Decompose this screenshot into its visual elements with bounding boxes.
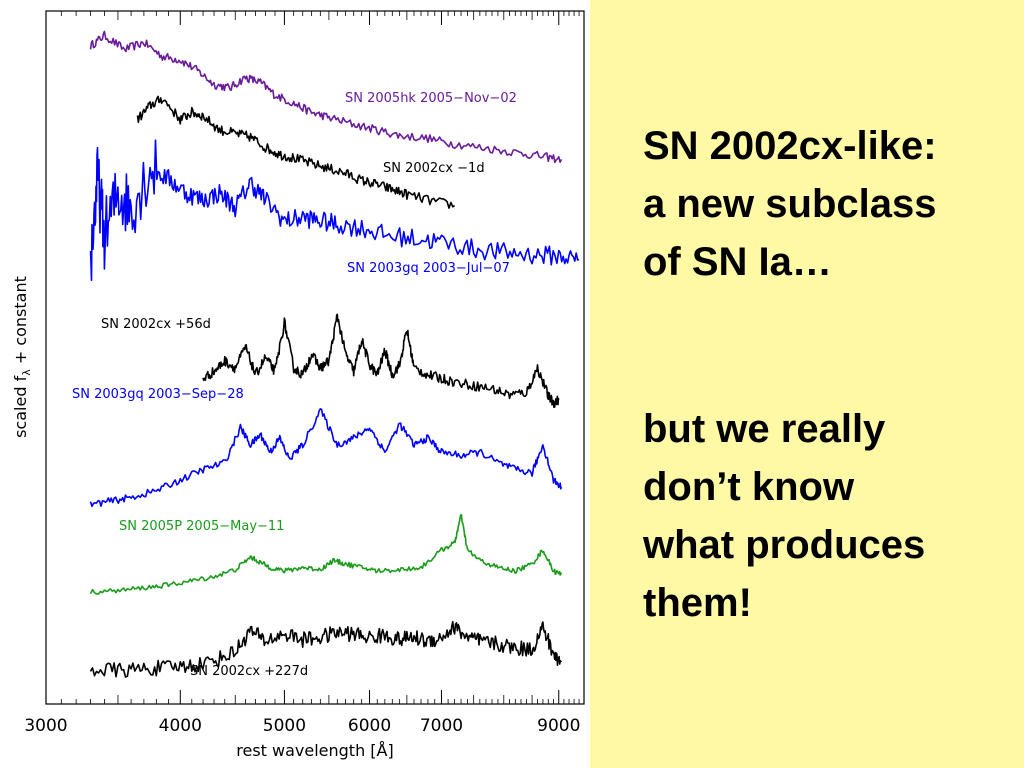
series-label: SN 2002cx −1d <box>383 161 485 176</box>
series-line <box>89 513 563 595</box>
x-tick-label: 9000 <box>537 716 580 736</box>
series-line <box>136 95 456 209</box>
plot-frame <box>45 10 585 705</box>
spectra-chart: 3000 4000 5000 6000 7000 9000 SN 2005hk 2005−… <box>11 10 585 760</box>
series-layer <box>89 30 580 678</box>
x-tick-label: 6000 <box>348 716 391 736</box>
x-tick-label: 4000 <box>159 716 202 736</box>
series-line <box>89 139 580 282</box>
series-line <box>89 620 563 678</box>
chart-panel: 3000 4000 5000 6000 7000 9000 SN 2005hk 2005−… <box>11 10 585 760</box>
series-label: SN 2005hk 2005−Nov−02 <box>345 91 517 106</box>
x-tick-label: 3000 <box>24 716 67 736</box>
series-line <box>202 313 560 409</box>
series-label-layer: SN 2005hk 2005−Nov−02 SN 2002cx −1d SN 200… <box>72 91 517 679</box>
slide-text-1: SN 2002cx-like: a new subclass of SN Ia… <box>643 124 937 284</box>
slide-text-2: but we really don’t know what produces t… <box>643 407 926 625</box>
y-axis-title: scaled fλ + constant <box>11 276 33 438</box>
series-label: SN 2003gq 2003−Sep−28 <box>72 387 244 402</box>
series-line <box>89 408 563 508</box>
series-label: SN 2005P 2005−May−11 <box>119 519 284 534</box>
x-axis-title: rest wavelength [Å] <box>236 741 393 760</box>
series-label: SN 2002cx +56d <box>101 317 211 332</box>
series-label: SN 2002cx +227d <box>190 664 308 679</box>
series-label: SN 2003gq 2003−Jul−07 <box>347 261 510 276</box>
x-tick-label: 5000 <box>263 716 306 736</box>
y-axis-title-sub: λ <box>20 369 33 376</box>
series-line <box>89 30 563 164</box>
x-axis-ticks: 3000 4000 5000 6000 7000 9000 <box>24 11 580 736</box>
text-panel: SN 2002cx-like: a new subclass of SN Ia…… <box>590 0 1024 768</box>
y-axis-title-rest: + constant <box>11 276 30 369</box>
y-axis-title-main: scaled f <box>11 375 30 437</box>
x-tick-label: 7000 <box>420 716 463 736</box>
